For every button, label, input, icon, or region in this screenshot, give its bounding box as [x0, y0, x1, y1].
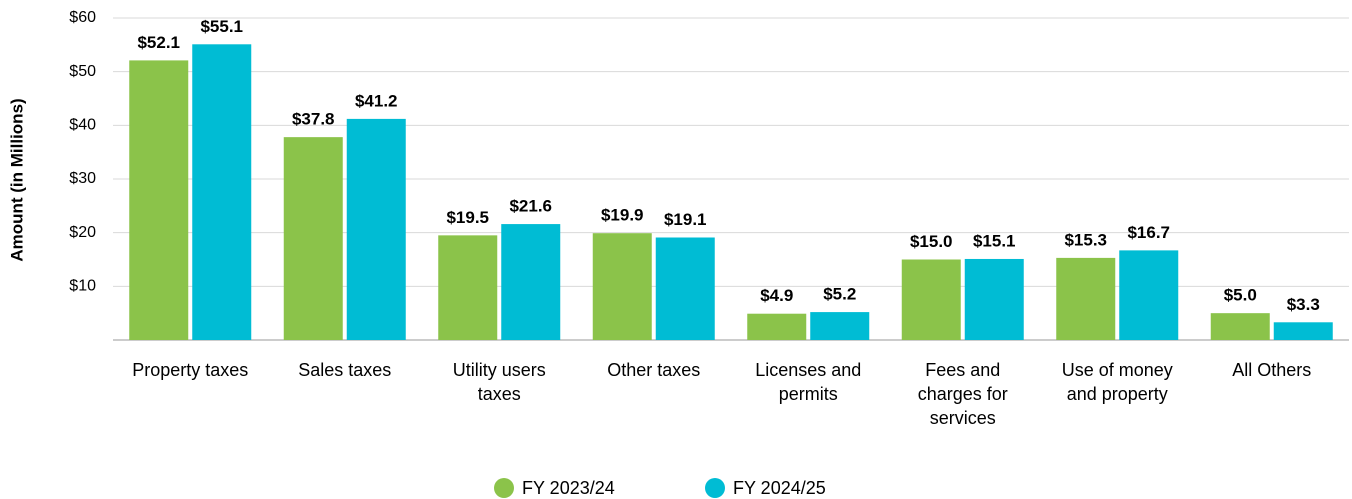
bar — [283, 137, 343, 340]
value-label: $3.3 — [1287, 295, 1320, 314]
bar — [438, 235, 498, 340]
value-label: $19.5 — [446, 208, 489, 227]
x-tick-label: Use of money and property — [1061, 360, 1173, 404]
value-label: $4.9 — [760, 286, 793, 305]
bar — [346, 118, 406, 340]
value-label: $52.1 — [137, 33, 180, 52]
value-label: $19.1 — [664, 210, 707, 229]
x-tick-label: All Others — [1232, 360, 1312, 380]
bar — [592, 233, 652, 340]
value-label: $15.1 — [973, 231, 1016, 250]
value-label: $19.9 — [601, 206, 644, 225]
legend-label: FY 2024/25 — [733, 478, 826, 498]
bar — [747, 313, 807, 340]
y-axis-title: Amount (in Millions) — [7, 98, 26, 261]
y-tick-label: $30 — [69, 170, 96, 187]
legend-swatch — [494, 478, 514, 498]
bar — [192, 44, 252, 341]
bar — [901, 259, 961, 340]
legend-label: FY 2023/24 — [522, 478, 615, 498]
bar — [1056, 257, 1116, 340]
x-tick-label: Licenses and permits — [755, 360, 862, 404]
x-tick-label: Fees and charges for services — [917, 360, 1008, 428]
legend-swatch — [705, 478, 725, 498]
bar — [1210, 313, 1270, 340]
bar — [964, 258, 1024, 340]
x-tick-label: Sales taxes — [298, 360, 392, 380]
bar — [1119, 250, 1179, 340]
y-tick-label: $40 — [69, 117, 96, 134]
bar — [810, 312, 870, 340]
bar — [655, 237, 715, 340]
value-label: $55.1 — [200, 17, 243, 36]
x-tick-label: Property taxes — [132, 360, 249, 380]
x-tick-label: Utility users taxes — [452, 360, 546, 404]
bar — [129, 60, 189, 340]
x-tick-label: Other taxes — [607, 360, 701, 380]
value-label: $16.7 — [1127, 223, 1170, 242]
value-label: $5.0 — [1224, 286, 1257, 305]
value-label: $37.8 — [292, 110, 335, 129]
value-label: $5.2 — [823, 285, 856, 304]
value-label: $15.3 — [1064, 230, 1107, 249]
y-tick-label: $10 — [69, 278, 96, 295]
y-tick-label: $60 — [69, 9, 96, 26]
value-label: $15.0 — [910, 232, 953, 251]
bar — [1273, 322, 1333, 340]
y-tick-label: $20 — [69, 224, 96, 241]
value-label: $41.2 — [355, 91, 398, 110]
y-tick-label: $50 — [69, 63, 96, 80]
bar — [501, 224, 561, 340]
value-label: $21.6 — [509, 197, 552, 216]
